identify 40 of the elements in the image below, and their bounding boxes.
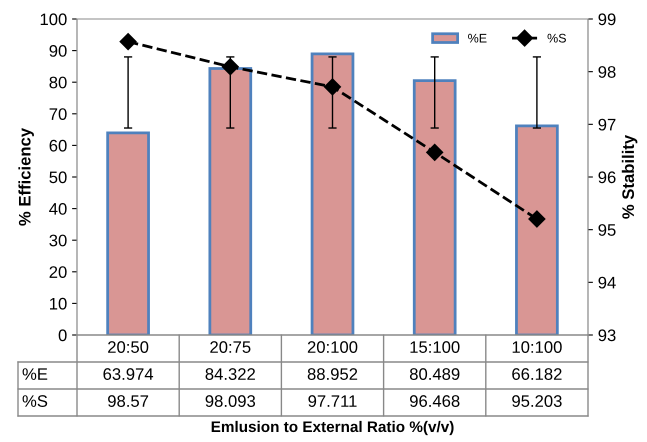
y-tick-label: 40 (49, 203, 67, 215)
x-tick-label: 10:100 (512, 341, 562, 353)
y2-tick-label: 98 (598, 66, 616, 78)
data-label: 96.468 (410, 395, 460, 407)
y-tick-label: 80 (49, 76, 67, 88)
y2-axis-title: % Stability (622, 134, 638, 219)
x-axis-title: Emlusion to External Ratio %(v/v) (212, 420, 454, 436)
data-label: 84.322 (206, 368, 255, 380)
text: %E (22, 368, 48, 380)
y2-tick-label: 93 (598, 329, 616, 342)
y-tick-label: 50 (49, 171, 67, 184)
y-tick-label: 90 (50, 45, 67, 57)
x-tick-label: 20:50 (108, 341, 148, 353)
y-tick-label: 60 (50, 140, 67, 152)
y-tick-label: 0 (58, 329, 67, 342)
y2-tick-label: 94 (598, 276, 616, 289)
legend-label: %E (468, 34, 487, 43)
y-tick-label: 30 (49, 234, 67, 246)
y2-tick-label: 99 (598, 13, 616, 26)
data-label: 95.203 (512, 395, 562, 407)
y2-tick-label: 97 (598, 118, 616, 131)
data-label: 80.489 (410, 368, 460, 380)
x-tick-label: 20:75 (210, 341, 250, 353)
y-tick-label: 10 (50, 298, 67, 310)
legend-label: %S (548, 34, 566, 43)
data-label: 98.57 (108, 395, 148, 407)
data-label: 66.182 (512, 368, 562, 380)
y2-tick-label: 96 (598, 171, 616, 184)
x-tick-label: 20:100 (308, 341, 358, 353)
x-tick-label: 15:100 (410, 341, 460, 353)
y2-tick-label: 95 (598, 224, 616, 236)
data-label: 97.711 (308, 395, 357, 407)
y-tick-label: 70 (50, 108, 67, 120)
y-tick-label: 100 (40, 13, 67, 26)
y-tick-label: 20 (50, 266, 67, 278)
y-axis-title: % Efficiency (18, 128, 34, 226)
data-label: 63.974 (103, 368, 154, 380)
text: %S (22, 395, 48, 407)
data-label: 98.093 (206, 395, 256, 407)
data-label: 88.952 (308, 368, 358, 380)
